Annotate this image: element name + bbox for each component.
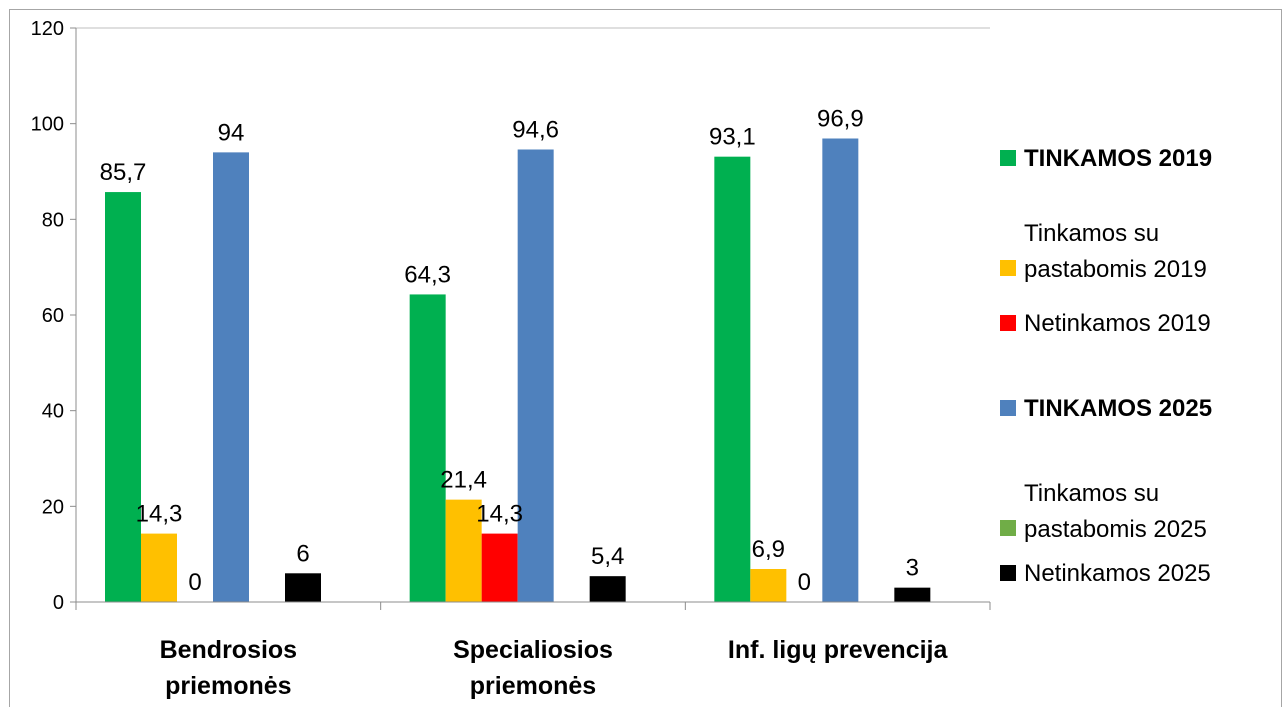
legend-swatch: [1000, 520, 1016, 536]
bar: [213, 152, 249, 602]
data-label: 6,9: [752, 536, 785, 563]
legend-swatch: [1000, 565, 1016, 581]
x-tick-label: Inf. ligų prevencija: [728, 636, 949, 664]
data-label: 6: [296, 540, 309, 567]
data-label: 5,4: [591, 543, 624, 570]
data-label: 3: [906, 555, 919, 582]
data-label: 14,3: [136, 501, 183, 528]
legend: TINKAMOS 2019 Tinkamos su pastabomis 2019 N…: [1000, 145, 1212, 587]
bar: [517, 149, 554, 602]
legend-label: Tinkamos su pastabomis 2025: [1024, 480, 1207, 543]
y-tick-label: 120: [31, 18, 64, 40]
bar: [409, 294, 446, 602]
y-axis: 0 20 40 60 80 100 120: [31, 18, 77, 614]
x-tick-label: Bendrosios priemonės: [160, 636, 298, 700]
bar: [714, 156, 751, 602]
data-labels: 85,7 14,3 0 94 6 64,3 21,4 14,3 94,6 5,4 93,1 6,9 0 9…: [100, 105, 919, 596]
bar: [589, 576, 626, 602]
legend-label: Netinkamos 2019: [1024, 310, 1211, 337]
data-label: 0: [798, 569, 811, 596]
y-tick-label: 80: [42, 209, 64, 231]
bar: [141, 533, 177, 602]
bar: [481, 533, 518, 602]
y-tick-label: 20: [42, 496, 64, 518]
legend-label: Netinkamos 2025: [1024, 560, 1211, 587]
data-label: 93,1: [709, 124, 756, 151]
data-label: 0: [188, 569, 201, 596]
bar: [285, 573, 321, 602]
bar: [750, 568, 787, 602]
data-label: 85,7: [100, 159, 147, 186]
x-axis: Bendrosios priemonės Specialiosios priemonė…: [75, 601, 991, 700]
legend-swatch: [1000, 150, 1016, 166]
bar: [105, 192, 141, 602]
legend-label: TINKAMOS 2019: [1024, 145, 1212, 172]
y-tick-label: 100: [31, 114, 64, 136]
bar: [894, 587, 931, 602]
data-label: 94,6: [512, 116, 559, 143]
data-label: 64,3: [404, 261, 451, 288]
data-label: 96,9: [817, 105, 864, 132]
legend-label: Tinkamos su pastabomis 2019: [1024, 220, 1207, 283]
legend-swatch: [1000, 260, 1016, 276]
data-label: 94: [218, 119, 245, 146]
bars: [105, 138, 931, 602]
legend-swatch: [1000, 400, 1016, 416]
data-label: 21,4: [440, 467, 487, 494]
chart-frame: [9, 9, 1282, 707]
legend-swatch: [1000, 315, 1016, 331]
legend-label: TINKAMOS 2025: [1024, 395, 1212, 422]
data-label: 14,3: [476, 501, 523, 528]
y-tick-label: 0: [53, 592, 64, 614]
y-tick-label: 40: [42, 401, 64, 423]
bar: [822, 138, 859, 602]
bar: [445, 499, 482, 602]
y-tick-label: 60: [42, 305, 64, 327]
x-tick-label: Specialiosios priemonės: [453, 636, 613, 700]
